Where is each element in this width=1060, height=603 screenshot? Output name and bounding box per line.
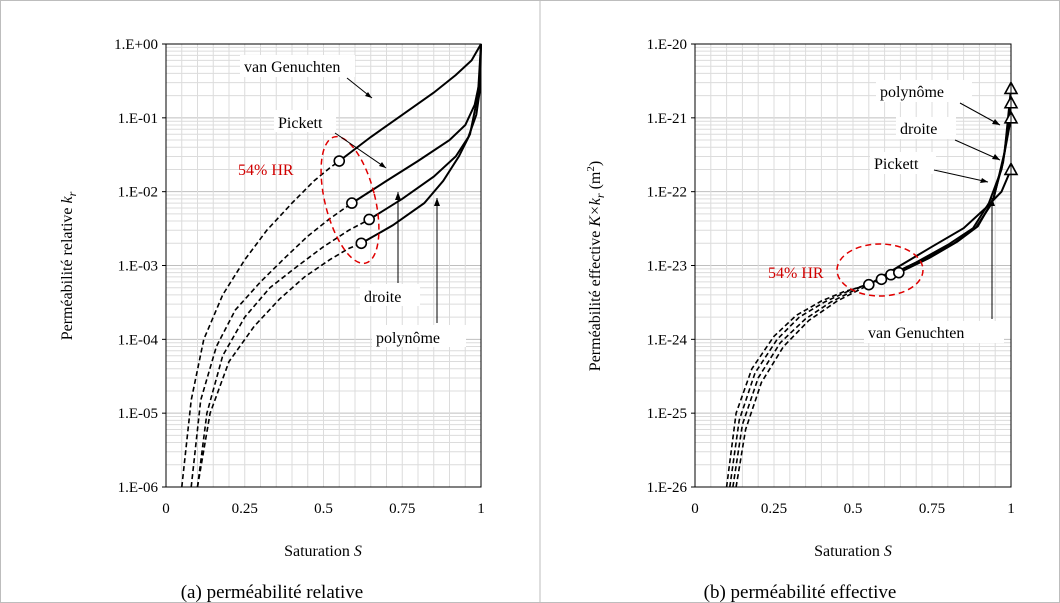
leader-droite (954, 139, 1001, 161)
y-tick-label: 1.E-20 (647, 37, 687, 53)
label-droite: droite (364, 289, 401, 306)
series-polyn-me-dashed (735, 271, 900, 488)
label-bg (372, 325, 466, 347)
leader-pickett (933, 169, 989, 183)
label-pickett: Pickett (278, 115, 323, 132)
arrowhead (379, 162, 386, 168)
chart-effective-permeability: 1.E-26 1.E-25 1.E-24 1.E-23 1.E-22 1.E-21 1.E-… (585, 37, 1019, 603)
series-polyn-me-dashed (196, 242, 362, 488)
leader-pickett (334, 132, 387, 169)
label-bg (274, 110, 336, 132)
y-tick-label: 1.E-22 (647, 185, 687, 201)
label-bg (864, 321, 1004, 343)
series-polyn-me-solid (898, 88, 1012, 274)
label-bg (240, 55, 355, 77)
arrowhead (992, 119, 1000, 125)
label-van-genuchten: van Genuchten (868, 325, 964, 342)
highlight-label: 54% HR (238, 162, 294, 179)
x-tick-label: 0.5 (314, 501, 333, 517)
panel-caption: (b) perméabilité effective (704, 582, 897, 603)
highlight-ellipse (836, 243, 924, 297)
x-tick-label: 0.25 (761, 501, 787, 517)
label-bg (360, 284, 420, 306)
label-polynome: polynôme (376, 330, 440, 347)
y-tick-label: 1.E-24 (647, 332, 688, 348)
arrowhead (992, 154, 1000, 160)
y-tick-label: 1.E-21 (647, 111, 687, 127)
x-tick-label: 0.75 (389, 501, 415, 517)
marker-van-genuchten (333, 155, 346, 167)
y-tick-label: 1.E-26 (647, 480, 688, 496)
arrowhead (365, 92, 372, 98)
label-pickett: Pickett (874, 156, 919, 173)
label-bg (870, 152, 936, 174)
plot-area-frame (694, 43, 1012, 488)
series-van-genuchten-solid (338, 43, 482, 162)
y-tick-label: 1.E-25 (647, 406, 687, 422)
highlight-ellipse (320, 135, 380, 265)
y-tick-label: 1.E-01 (118, 111, 158, 127)
x-axis-label: Saturation S (814, 543, 892, 560)
x-tick-label: 0.25 (232, 501, 258, 517)
marker-pickett (346, 197, 358, 209)
series-pickett-dashed (190, 202, 353, 488)
series-droite-solid (368, 43, 482, 221)
chart-relative-permeability: 1.E-06 1.E-05 1.E-04 1.E-03 1.E-02 1.E-01 1.E+… (59, 37, 485, 603)
marker-pickett (875, 273, 888, 286)
x-tick-label: 0.5 (844, 501, 863, 517)
label-polynome: polynôme (880, 84, 944, 101)
label-droite: droite (900, 121, 937, 138)
y-tick-label: 1.E-04 (118, 332, 159, 348)
marker-van-genuchten (862, 278, 875, 291)
series-van-genuchten-dashed (725, 283, 870, 488)
arrowhead (989, 198, 995, 206)
marker-polyn-me (355, 237, 368, 250)
y-tick-label: 1.E-05 (118, 406, 158, 422)
y-tick-label: 1.E-23 (647, 259, 687, 275)
leader-polynome (959, 102, 1001, 126)
arrowhead (980, 178, 988, 183)
x-axis-label: Saturation S (284, 543, 362, 560)
x-tick-label: 0 (162, 501, 170, 517)
y-tick-label: 1.E-02 (118, 185, 158, 201)
y-tick-label: 1.E-03 (118, 259, 158, 275)
label-van-genuchten: van Genuchten (244, 59, 340, 76)
highlight-label: 54% HR (768, 265, 824, 282)
x-tick-label: 0.75 (919, 501, 945, 517)
label-bg (896, 117, 956, 139)
x-tick-label: 0 (691, 501, 699, 517)
y-axis-label: Perméabilité effective K×kr (m2) (585, 161, 607, 371)
plot-area-frame (165, 43, 482, 488)
series-droite-dashed (196, 218, 370, 488)
panel-caption: (a) perméabilité relative (181, 582, 364, 603)
arrowhead (395, 192, 401, 200)
series-pickett-solid (351, 43, 482, 204)
y-tick-label: 1.E+00 (114, 37, 158, 53)
x-tick-label: 1 (1007, 501, 1015, 517)
series-pickett-dashed (729, 278, 882, 488)
series-droite-dashed (732, 273, 892, 488)
label-bg (876, 80, 972, 102)
marker-polyn-me (893, 266, 905, 279)
arrowhead (434, 198, 440, 206)
y-tick-label: 1.E-06 (118, 480, 159, 496)
y-axis-label: Perméabilité relative kr (59, 191, 79, 340)
x-tick-label: 1 (477, 501, 485, 517)
series-van-genuchten-solid (868, 169, 1012, 286)
marker-droite (363, 213, 375, 226)
